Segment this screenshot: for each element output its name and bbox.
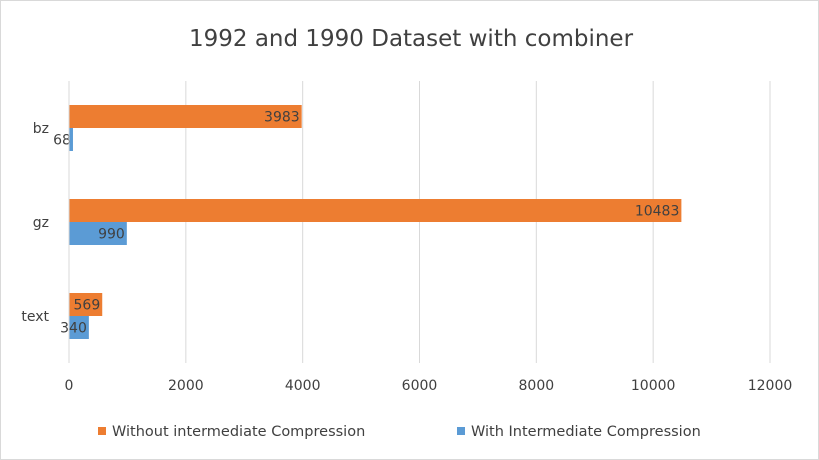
bar-gz-series-0 [69, 199, 682, 222]
data-label-text-series-0: 569 [74, 298, 101, 314]
data-labels: 3983 68 10483 990 569 340 [53, 110, 679, 337]
x-tick-label: 2000 [168, 378, 204, 394]
bar-gz-series-1 [69, 222, 127, 245]
bar-bz-series-0 [69, 105, 302, 128]
data-label-bz-series-1: 68 [53, 133, 71, 149]
legend-swatch-0 [98, 427, 106, 435]
x-tick-label: 10000 [631, 378, 676, 394]
x-tick-label: 0 [65, 378, 74, 394]
data-label-gz-series-1: 990 [98, 227, 125, 243]
data-label-text-series-1: 340 [60, 321, 87, 337]
axes: 0 2000 4000 6000 8000 10000 12000 bz gz text [21, 81, 792, 394]
category-label-bz: bz [33, 121, 49, 137]
x-tick-label: 8000 [519, 378, 555, 394]
bar-text-series-1 [69, 316, 89, 339]
bar-bz-series-1 [69, 128, 73, 151]
legend-swatch-1 [457, 427, 465, 435]
category-label-gz: gz [33, 215, 49, 231]
category-label-text: text [21, 309, 49, 325]
data-label-bz-series-0: 3983 [264, 110, 300, 126]
chart-title: 1992 and 1990 Dataset with combiner [189, 26, 634, 52]
x-tick-label: 12000 [748, 378, 793, 394]
bars [69, 105, 682, 339]
bar-text-series-0 [69, 293, 103, 316]
x-tick-label: 4000 [285, 378, 321, 394]
data-label-gz-series-0: 10483 [635, 204, 680, 220]
legend-label-0: Without intermediate Compression [112, 424, 365, 440]
legend: Without intermediate Compression With Int… [98, 424, 701, 440]
legend-label-1: With Intermediate Compression [471, 424, 701, 440]
x-tick-label: 6000 [402, 378, 438, 394]
